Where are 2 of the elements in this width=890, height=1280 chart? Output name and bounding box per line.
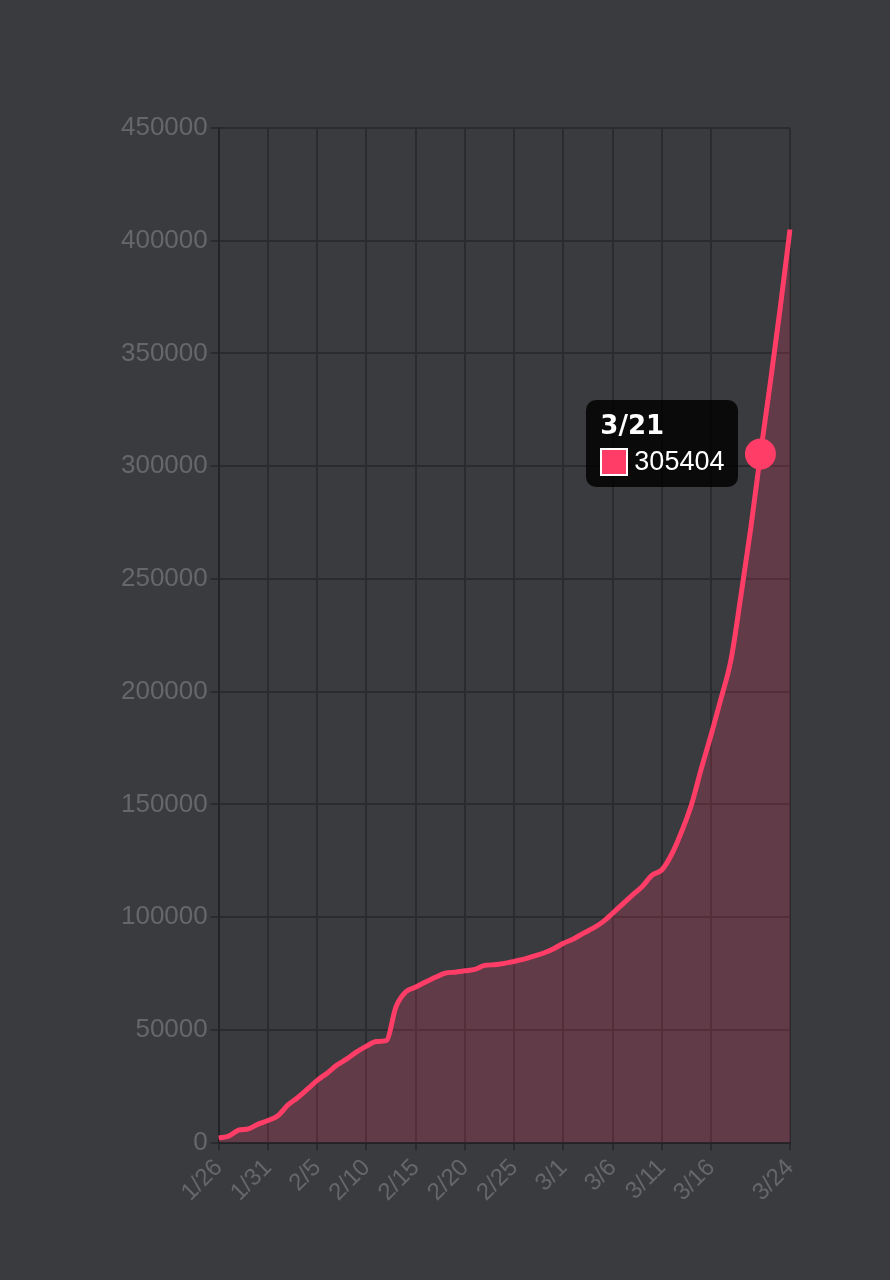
annotation: 305404 [634,446,725,478]
annotation: 3/21 [600,410,666,441]
